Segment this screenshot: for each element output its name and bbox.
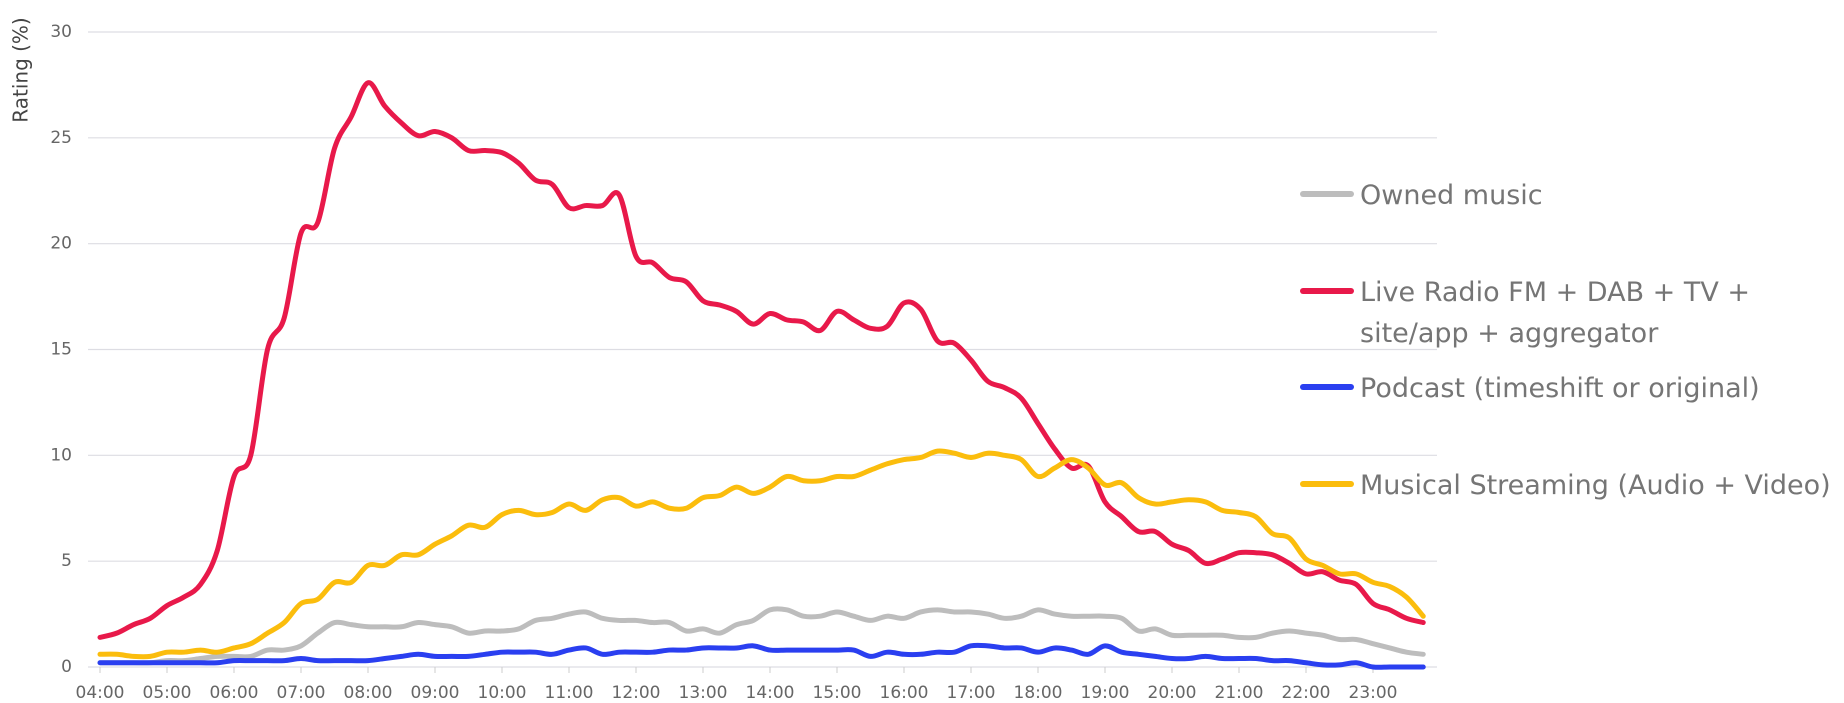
legend-label: Live Radio FM + DAB + TV + site/app + ag… [1360,277,1751,349]
x-tick-label: 22:00 [1282,683,1331,703]
y-tick-label: 0 [61,657,72,677]
legend-label: Owned music [1360,180,1543,211]
legend-item: Owned music [1300,175,1844,216]
x-tick-label: 08:00 [344,683,393,703]
y-tick-label: 20 [50,234,72,254]
x-tick-label: 09:00 [411,683,460,703]
y-tick-label: 25 [50,128,72,148]
x-tick-label: 07:00 [277,683,326,703]
x-tick-label: 21:00 [1215,683,1264,703]
x-tick-label: 06:00 [210,683,259,703]
legend-swatch [1300,384,1354,390]
legend-label: Musical Streaming (Audio + Video) [1360,470,1831,501]
x-tick-label: 15:00 [813,683,862,703]
y-axis-label: Rating (%) [9,17,33,122]
x-tick-label: 17:00 [947,683,996,703]
series-line [97,80,1426,640]
legend-item: Musical Streaming (Audio + Video) [1300,465,1844,506]
legend-item: Podcast (timeshift or original) [1300,368,1844,409]
legend-swatch [1300,481,1354,487]
x-tick-label: 14:00 [746,683,795,703]
x-tick-label: 23:00 [1349,683,1398,703]
y-tick-label: 30 [50,22,72,42]
x-tick-label: 18:00 [1014,683,1063,703]
x-tick-label: 13:00 [679,683,728,703]
series-line [97,642,1426,670]
x-tick-label: 11:00 [545,683,594,703]
x-tick-label: 19:00 [1081,683,1130,703]
legend-label: Podcast (timeshift or original) [1360,373,1760,404]
x-tick-label: 05:00 [143,683,192,703]
legend-swatch [1300,191,1354,197]
x-tick-label: 04:00 [76,683,125,703]
x-tick-label: 20:00 [1148,683,1197,703]
series-line [97,606,1426,666]
y-tick-label: 10 [50,445,72,465]
y-tick-label: 15 [50,340,72,360]
y-tick-label: 5 [61,551,72,571]
x-tick-label: 16:00 [880,683,929,703]
x-tick-label: 12:00 [612,683,661,703]
legend-item: Live Radio FM + DAB + TV + site/app + ag… [1300,272,1844,354]
legend-swatch [1300,288,1354,294]
x-tick-label: 10:00 [478,683,527,703]
series-line [97,448,1426,660]
